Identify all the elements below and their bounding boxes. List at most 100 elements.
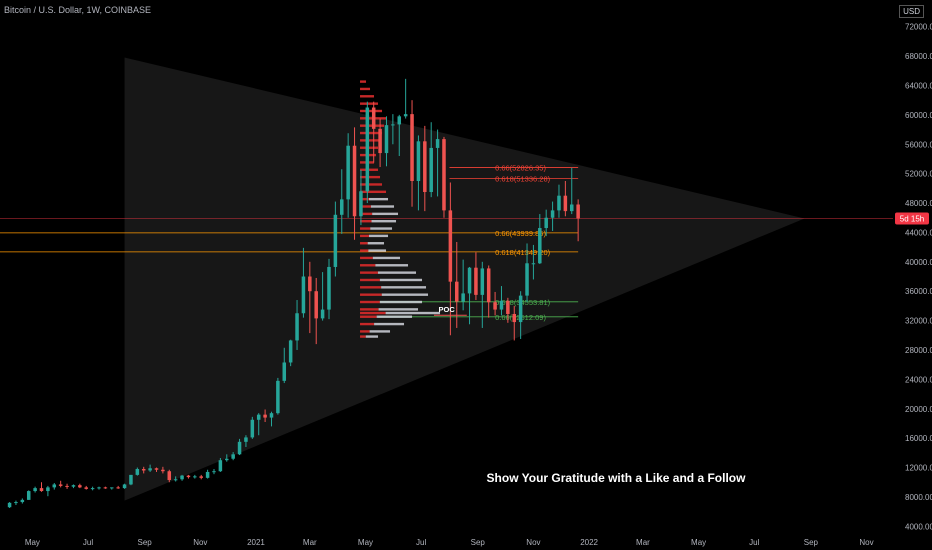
chart-title: Bitcoin / U.S. Dollar, 1W, COINBASE [4, 5, 152, 15]
candle-body [237, 441, 242, 455]
candle-body [461, 293, 465, 302]
candle-body [148, 468, 152, 471]
candle-body [33, 488, 37, 492]
currency-badge[interactable]: USD [899, 5, 924, 18]
candle-body [442, 139, 446, 211]
horizontal-lines: 5d 15h [0, 212, 929, 225]
volume-bar-up [365, 335, 379, 338]
volume-bar-up [372, 256, 401, 260]
price-tick-label: 52000.00 [905, 170, 932, 179]
price-tick-label: 12000.00 [905, 464, 932, 473]
time-tick-label: Sep [804, 538, 819, 547]
candle-body [193, 476, 197, 478]
candle-body [384, 125, 389, 154]
candle-body [129, 474, 133, 485]
volume-bar-up [371, 220, 397, 223]
volume-bar-down [360, 80, 367, 83]
volume-bar-down [360, 109, 383, 113]
candle-body [550, 210, 555, 218]
candle-body [499, 300, 504, 310]
candle-body [122, 484, 127, 489]
candle-body [90, 488, 95, 490]
volume-bar-down [360, 330, 370, 333]
price-tick-label: 20000.00 [905, 405, 932, 414]
candle-body [327, 266, 331, 310]
fib-label: 0.66(52826.35) [495, 164, 546, 173]
candle-body [20, 499, 25, 503]
fib-label: 0.618(34553.81) [495, 298, 551, 307]
candles [7, 78, 580, 508]
candle-body [110, 487, 114, 489]
volume-bar-up [376, 315, 413, 318]
candle-body [416, 141, 421, 181]
price-tick-label: 68000.00 [905, 52, 932, 61]
candle-body [295, 313, 299, 341]
time-tick-label: May [358, 538, 373, 547]
volume-bar-up [367, 242, 385, 245]
time-tick-label: Mar [303, 538, 317, 547]
candle-body [212, 471, 216, 473]
candle-body [423, 141, 427, 193]
candle-body [39, 488, 44, 492]
fib-label: 0.618(41349.20) [495, 248, 551, 257]
volume-bar-up [375, 264, 409, 267]
candle-body [544, 217, 548, 229]
volume-bar-down [360, 308, 379, 311]
candle-body [486, 268, 491, 303]
volume-bar-down [360, 205, 371, 208]
symmetrical-triangle [124, 57, 805, 501]
volume-bar-up [381, 293, 429, 296]
volume-bar-down [360, 95, 375, 98]
volume-bar-down [360, 234, 369, 238]
candle-body [269, 413, 274, 418]
candle-body [455, 281, 459, 302]
time-tick-label: Sep [138, 538, 153, 547]
volume-bar-down [360, 278, 380, 282]
time-tick-label: Jul [416, 538, 426, 547]
candle-body [276, 380, 280, 414]
volume-bar-down [360, 87, 371, 91]
time-tick-label: Nov [526, 538, 540, 547]
candle-body [167, 471, 172, 481]
candle-body [352, 145, 357, 217]
candle-body [135, 469, 140, 475]
candle-body [199, 476, 203, 478]
time-tick-label: Nov [859, 538, 873, 547]
current-price-badge [895, 212, 929, 225]
candle-body [65, 485, 69, 487]
candle-body [301, 276, 306, 314]
time-tick-label: May [691, 538, 706, 547]
candle-body [378, 128, 382, 154]
candle-body [78, 485, 82, 488]
candle-body [525, 263, 529, 296]
volume-bar-down [360, 139, 381, 142]
volume-bar-up [368, 234, 389, 238]
time-tick-label: Jul [83, 538, 93, 547]
volume-bar-down [360, 264, 376, 267]
volume-bar-down [360, 220, 372, 223]
candle-body [116, 487, 120, 489]
candle-body [256, 414, 261, 420]
volume-bar-down [360, 315, 377, 318]
volume-bar-down [360, 249, 369, 252]
price-tick-label: 36000.00 [905, 287, 932, 296]
candle-body [518, 295, 523, 323]
candle-body [244, 437, 248, 442]
volume-bar-up [385, 311, 441, 315]
volume-bar-up [368, 197, 389, 201]
candle-body [371, 107, 376, 129]
candle-body [512, 313, 517, 323]
fib-label: 0.618(51336.28) [495, 175, 551, 184]
volume-bar-down [360, 271, 378, 274]
candle-body [391, 124, 395, 126]
candle-body [205, 471, 210, 478]
volume-bar-up [372, 212, 399, 216]
candle-body [263, 414, 267, 418]
price-tick-label: 24000.00 [905, 375, 932, 384]
candle-body [154, 468, 159, 470]
candle-body [314, 291, 318, 319]
candle-body [365, 107, 370, 192]
candle-body [26, 491, 31, 500]
volume-profile [360, 80, 441, 338]
